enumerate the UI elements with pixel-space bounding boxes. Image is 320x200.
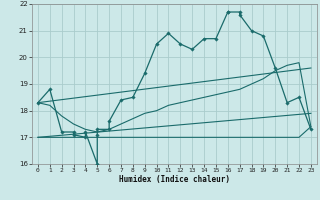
X-axis label: Humidex (Indice chaleur): Humidex (Indice chaleur) xyxy=(119,175,230,184)
